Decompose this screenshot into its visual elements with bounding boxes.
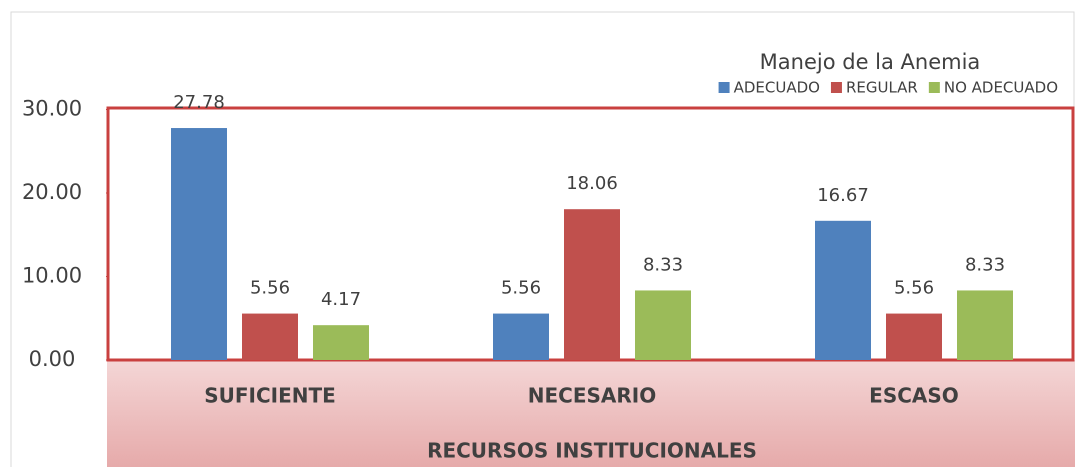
y-tick-label: 30.00: [22, 97, 82, 121]
bar: [171, 128, 227, 360]
legend-label: NO ADECUADO: [944, 79, 1058, 97]
value-label: 16.67: [817, 185, 869, 206]
x-tick-label: ESCASO: [869, 384, 959, 408]
bar: [242, 313, 298, 360]
y-tick-label: 20.00: [22, 180, 82, 204]
bar: [493, 313, 549, 360]
bar: [313, 325, 369, 360]
bar: [886, 313, 942, 360]
value-label: 8.33: [643, 254, 683, 275]
y-tick-label: 0.00: [29, 347, 76, 371]
legend-title: Manejo de la Anemia: [760, 50, 981, 74]
legend-swatch: [718, 82, 730, 93]
bar: [635, 290, 691, 360]
legend-label: REGULAR: [846, 79, 918, 97]
legend-swatch: [830, 82, 842, 93]
x-tick-label: SUFICIENTE: [204, 384, 336, 408]
value-label: 5.56: [501, 278, 541, 299]
value-label: 4.17: [321, 289, 361, 310]
legend-label: ADECUADO: [734, 79, 820, 97]
bar: [564, 209, 620, 360]
y-tick-label: 10.00: [22, 264, 82, 288]
legend-swatch: [928, 82, 940, 93]
value-label: 8.33: [965, 254, 1005, 275]
bar: [815, 220, 871, 360]
value-label: 18.06: [566, 173, 618, 194]
category-band: [107, 360, 1075, 467]
x-tick-label: NECESARIO: [528, 384, 656, 408]
value-label: 27.78: [173, 92, 225, 113]
value-label: 5.56: [250, 278, 290, 299]
value-label: 5.56: [894, 278, 934, 299]
x-axis-title: RECURSOS INSTITUCIONALES: [427, 439, 757, 463]
bar: [957, 290, 1013, 360]
